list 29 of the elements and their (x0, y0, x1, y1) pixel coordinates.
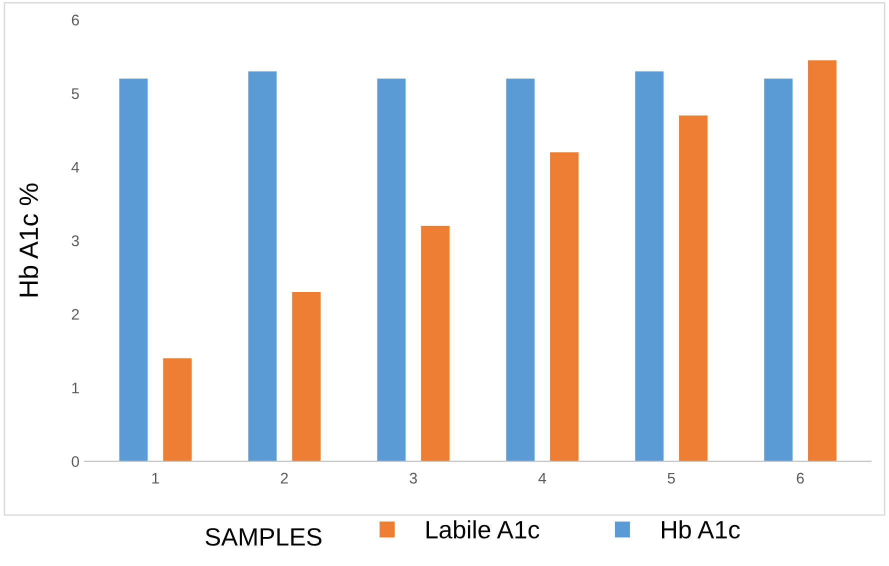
bar (808, 60, 836, 462)
x-tick-label: 6 (796, 472, 804, 484)
bar (421, 226, 450, 462)
x-tick-label: 1 (152, 472, 159, 484)
legend-label: Labile A1c (426, 520, 540, 539)
x-tick-label: 5 (668, 472, 675, 484)
bar (119, 78, 148, 462)
bar (377, 78, 406, 462)
y-tick-label: 0 (72, 456, 79, 467)
legend-label: Hb A1c (662, 520, 740, 539)
y-axis-title: Hb A1c % (18, 184, 38, 296)
y-tick-label: 6 (72, 14, 79, 26)
bar (292, 292, 320, 462)
y-tick-label: 3 (72, 235, 79, 246)
bar (679, 115, 708, 462)
x-tick-label: 2 (280, 472, 288, 484)
x-axis-title: SAMPLES (206, 528, 322, 546)
y-tick-label: 1 (72, 382, 79, 394)
bar (550, 152, 578, 462)
bar (764, 78, 793, 462)
y-tick-label: 5 (72, 88, 79, 100)
x-tick-label: 4 (538, 472, 546, 484)
y-tick-label: 2 (72, 309, 79, 320)
bar (635, 71, 664, 462)
bar (248, 71, 277, 462)
x-tick-label: 3 (410, 472, 417, 484)
y-tick-label: 4 (71, 162, 80, 173)
bar (163, 358, 192, 462)
bar (506, 78, 535, 462)
